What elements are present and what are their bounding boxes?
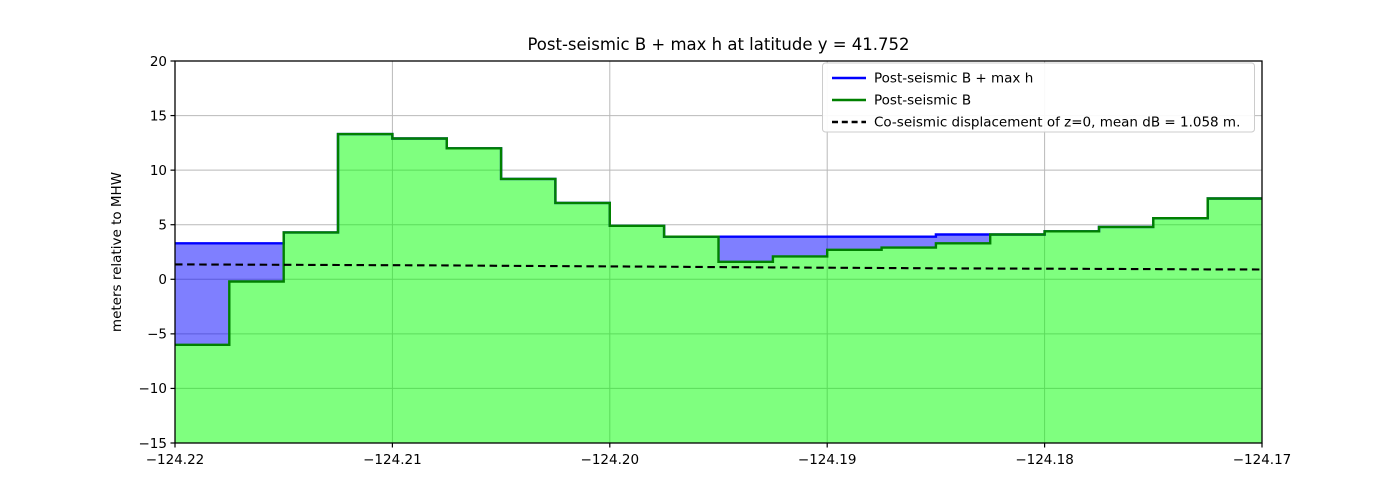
legend-label-dashed: Co-seismic displacement of z=0, mean dB … <box>874 115 1240 131</box>
x-tick-label: −124.22 <box>146 452 205 468</box>
chart-title: Post-seismic B + max h at latitude y = 4… <box>527 35 909 54</box>
x-tick-label: −124.17 <box>1233 452 1292 468</box>
legend-box <box>822 62 1255 133</box>
y-tick-label: 0 <box>158 272 167 288</box>
x-tick-label: −124.20 <box>581 452 640 468</box>
y-tick-label: 20 <box>150 54 167 70</box>
y-tick-label: −10 <box>139 381 168 397</box>
y-tick-label: 10 <box>150 163 167 179</box>
x-tick-label: −124.21 <box>363 452 422 468</box>
post-seismic-b-line <box>175 132 1262 346</box>
x-tick-label: −124.19 <box>798 452 857 468</box>
series-lines <box>174 132 1263 346</box>
legend-label-blue: Post-seismic B + max h <box>874 71 1033 87</box>
plot-border <box>174 60 1263 444</box>
legend-label-green: Post-seismic B <box>874 93 971 109</box>
y-axis-label: meters relative to MHW <box>109 172 125 332</box>
y-tick-label: 5 <box>158 218 167 234</box>
y-tick-label: −15 <box>139 436 168 452</box>
legend: Post-seismic B + max h Post-seismic B Co… <box>822 62 1255 133</box>
x-tick-label: −124.18 <box>1015 452 1074 468</box>
axis-tick-labels: −124.22 −124.21 −124.20 −124.19 −124.18 −124.… <box>139 54 1292 468</box>
post-seismic-b-fill <box>175 134 1262 443</box>
y-tick-label: −5 <box>147 327 167 343</box>
axis-tick-marks <box>170 60 1263 448</box>
y-tick-label: 15 <box>150 108 167 124</box>
